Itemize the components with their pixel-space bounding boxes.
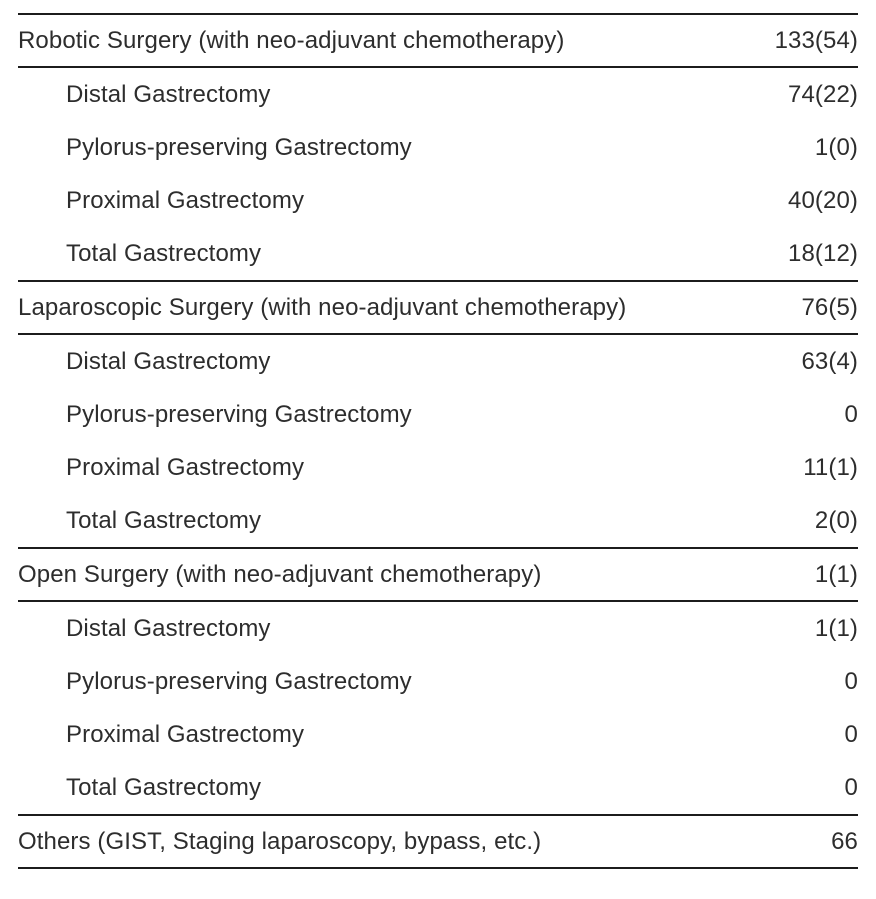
row-label: Proximal Gastrectomy — [66, 453, 305, 481]
table-row: Proximal Gastrectomy 40(20) — [18, 174, 858, 227]
section-header-value: 66 — [831, 827, 858, 855]
row-label: Proximal Gastrectomy — [66, 186, 305, 214]
section-header-value: 133(54) — [774, 26, 858, 54]
section-header-row: Laparoscopic Surgery (with neo-adjuvant … — [18, 281, 858, 334]
section-header-label: Robotic Surgery (with neo-adjuvant chemo… — [18, 26, 565, 54]
table-row: Total Gastrectomy 0 — [18, 761, 858, 815]
row-value: 1(1) — [814, 614, 858, 642]
row-value: 40(20) — [788, 186, 858, 214]
row-label: Total Gastrectomy — [66, 239, 262, 267]
table-row: Distal Gastrectomy 74(22) — [18, 67, 858, 121]
row-value: 0 — [844, 720, 858, 748]
section-open: Open Surgery (with neo-adjuvant chemothe… — [18, 548, 858, 815]
row-label: Pylorus-preserving Gastrectomy — [66, 133, 412, 161]
table-row: Distal Gastrectomy 1(1) — [18, 601, 858, 655]
section-others: Others (GIST, Staging laparoscopy, bypas… — [18, 815, 858, 868]
table-row: Distal Gastrectomy 63(4) — [18, 334, 858, 388]
table-row: Pylorus-preserving Gastrectomy 1(0) — [18, 121, 858, 174]
section-header-value: 76(5) — [801, 293, 858, 321]
row-value: 74(22) — [788, 80, 858, 108]
table-row: Pylorus-preserving Gastrectomy 0 — [18, 388, 858, 441]
row-label: Distal Gastrectomy — [66, 347, 271, 375]
row-label: Total Gastrectomy — [66, 773, 262, 801]
row-label: Distal Gastrectomy — [66, 80, 271, 108]
section-header-label: Others (GIST, Staging laparoscopy, bypas… — [18, 827, 542, 855]
row-label: Total Gastrectomy — [66, 506, 262, 534]
section-header-label: Laparoscopic Surgery (with neo-adjuvant … — [18, 293, 627, 321]
row-value: 0 — [844, 667, 858, 695]
section-header-row: Robotic Surgery (with neo-adjuvant chemo… — [18, 14, 858, 67]
row-label: Distal Gastrectomy — [66, 614, 271, 642]
table-row: Pylorus-preserving Gastrectomy 0 — [18, 655, 858, 708]
row-value: 0 — [844, 400, 858, 428]
section-header-value: 1(1) — [814, 560, 858, 588]
section-laparoscopic: Laparoscopic Surgery (with neo-adjuvant … — [18, 281, 858, 548]
row-value: 11(1) — [803, 453, 858, 481]
section-header-label: Open Surgery (with neo-adjuvant chemothe… — [18, 560, 542, 588]
row-value: 63(4) — [801, 347, 858, 375]
row-label: Proximal Gastrectomy — [66, 720, 305, 748]
table-row: Proximal Gastrectomy 11(1) — [18, 441, 858, 494]
table-row: Proximal Gastrectomy 0 — [18, 708, 858, 761]
row-value: 1(0) — [814, 133, 858, 161]
row-value: 2(0) — [814, 506, 858, 534]
table-row: Total Gastrectomy 18(12) — [18, 227, 858, 281]
section-header-row: Others (GIST, Staging laparoscopy, bypas… — [18, 815, 858, 868]
section-robotic: Robotic Surgery (with neo-adjuvant chemo… — [18, 14, 858, 281]
surgery-table: Robotic Surgery (with neo-adjuvant chemo… — [18, 13, 858, 869]
row-label: Pylorus-preserving Gastrectomy — [66, 400, 412, 428]
surgery-counts-table: Robotic Surgery (with neo-adjuvant chemo… — [18, 13, 858, 869]
table-row: Total Gastrectomy 2(0) — [18, 494, 858, 548]
section-header-row: Open Surgery (with neo-adjuvant chemothe… — [18, 548, 858, 601]
row-value: 18(12) — [788, 239, 858, 267]
row-label: Pylorus-preserving Gastrectomy — [66, 667, 412, 695]
row-value: 0 — [844, 773, 858, 801]
